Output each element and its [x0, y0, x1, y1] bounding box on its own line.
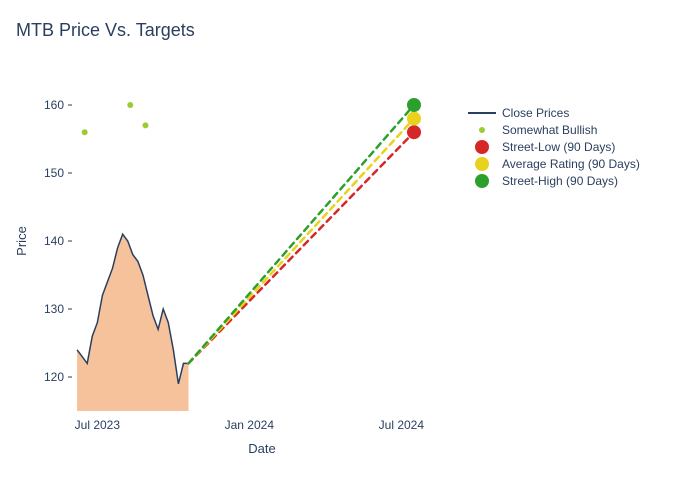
- legend-item-street-low[interactable]: Street-Low (90 Days): [468, 140, 640, 154]
- legend-item-street-high[interactable]: Street-High (90 Days): [468, 174, 640, 188]
- svg-text:160: 160: [44, 98, 64, 112]
- legend-item-average[interactable]: Average Rating (90 Days): [468, 157, 640, 171]
- legend-dot-icon: [475, 157, 489, 171]
- svg-text:Price: Price: [14, 226, 29, 256]
- legend: Close Prices Somewhat Bullish Street-Low…: [468, 106, 640, 191]
- svg-text:150: 150: [44, 166, 64, 180]
- legend-label: Average Rating (90 Days): [502, 157, 640, 171]
- svg-text:120: 120: [44, 370, 64, 384]
- legend-line-icon: [468, 112, 496, 114]
- svg-text:Jul 2023: Jul 2023: [75, 418, 121, 432]
- svg-text:Date: Date: [248, 441, 275, 456]
- svg-text:Jul 2024: Jul 2024: [379, 418, 425, 432]
- legend-dot-wrap: [468, 140, 496, 154]
- chart-title: MTB Price Vs. Targets: [16, 20, 690, 41]
- svg-text:Jan 2024: Jan 2024: [225, 418, 275, 432]
- plot-area: 120 130 140 150 160 Price Jul 2023 Jan 2024 Jul …: [10, 61, 690, 461]
- legend-dot-icon: [475, 174, 489, 188]
- legend-dot-icon: [475, 140, 489, 154]
- legend-dot-icon: [479, 127, 485, 133]
- chart-container: MTB Price Vs. Targets 120 130 140 150 160 Pri…: [0, 0, 700, 500]
- legend-dot-wrap: [468, 127, 496, 133]
- svg-text:130: 130: [44, 302, 64, 316]
- legend-label: Close Prices: [502, 106, 569, 120]
- legend-dot-wrap: [468, 174, 496, 188]
- legend-label: Street-Low (90 Days): [502, 140, 615, 154]
- legend-item-bullish[interactable]: Somewhat Bullish: [468, 123, 640, 137]
- svg-text:140: 140: [44, 234, 64, 248]
- legend-label: Somewhat Bullish: [502, 123, 597, 137]
- legend-label: Street-High (90 Days): [502, 174, 618, 188]
- legend-item-close[interactable]: Close Prices: [468, 106, 640, 120]
- legend-dot-wrap: [468, 157, 496, 171]
